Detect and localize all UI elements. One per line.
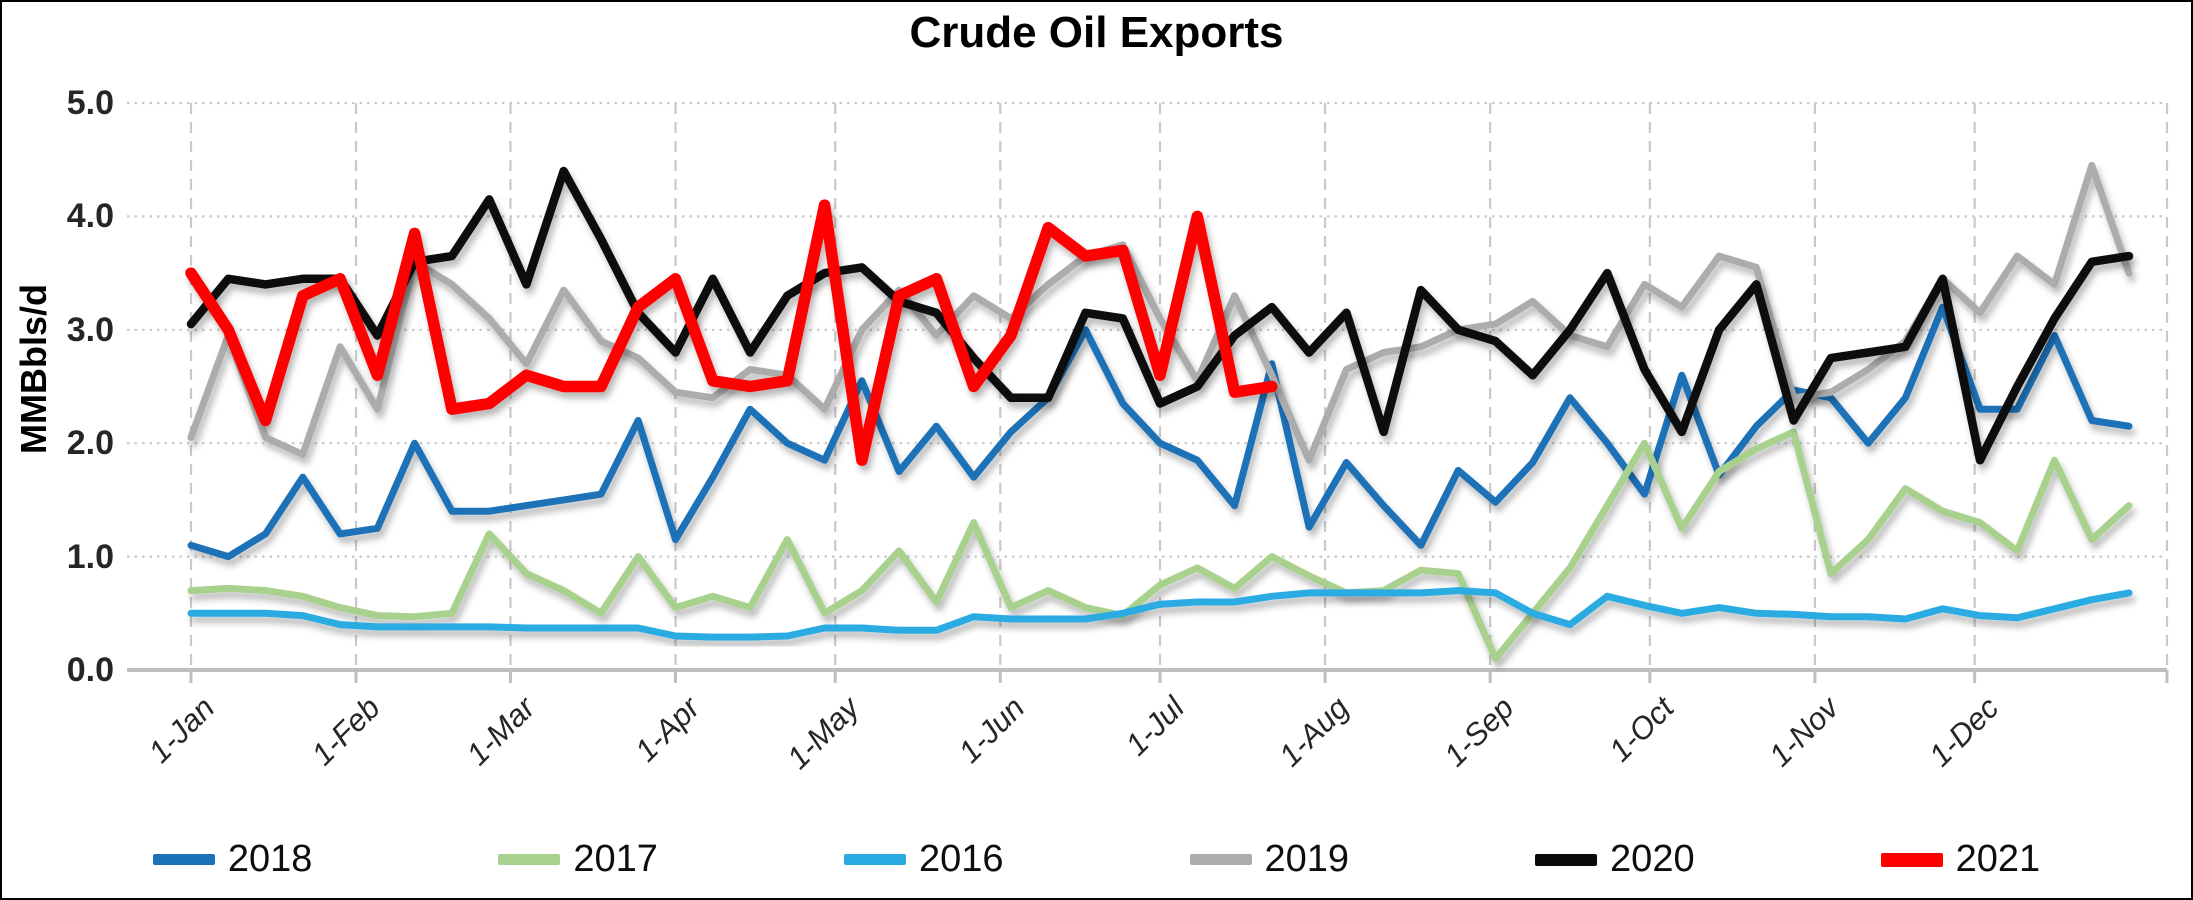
series-line-2016 <box>187 587 2133 641</box>
y-tick-label-2.0: 2.0 <box>66 424 114 463</box>
legend-label-2017: 2017 <box>573 838 658 880</box>
series-line-2017 <box>187 428 2133 663</box>
legend-item-2021: 2021 <box>1880 838 2041 881</box>
legend-label-2016: 2016 <box>918 838 1004 880</box>
y-tick-label-3.0: 3.0 <box>66 310 114 349</box>
legend-label-2020: 2020 <box>1610 838 1695 880</box>
x-axis-line <box>127 668 2169 683</box>
legend-label-2021: 2021 <box>1955 838 2041 880</box>
y-tick-label-0.0: 0.0 <box>66 651 114 689</box>
legend-item-2020: 2020 <box>1535 838 1695 881</box>
legend-item-2019: 2019 <box>1189 838 1350 881</box>
legend-swatch-2018 <box>152 854 215 865</box>
legend-item-2018: 2018 <box>152 838 313 881</box>
gridlines <box>127 101 2169 670</box>
legend-swatch-2021 <box>1880 852 1943 867</box>
legend-swatch-2020 <box>1535 853 1598 866</box>
y-tick-label-4.0: 4.0 <box>66 197 114 236</box>
legend-item-2017: 2017 <box>498 838 658 881</box>
y-tick-label-1.0: 1.0 <box>66 537 114 576</box>
series-line-2021 <box>185 199 1278 466</box>
chart-legend: 2018 2017 2016 2019 2020 2021 <box>2 838 2191 881</box>
legend-label-2019: 2019 <box>1264 838 1350 880</box>
series-line-2020 <box>186 166 2134 465</box>
legend-swatch-2019 <box>1189 854 1252 865</box>
legend-swatch-2016 <box>843 854 906 865</box>
legend-label-2018: 2018 <box>227 838 313 880</box>
y-tick-label-5.0: 5.0 <box>66 84 114 122</box>
chart-title: Crude Oil Exports <box>909 8 1284 57</box>
legend-item-2016: 2016 <box>843 838 1004 881</box>
legend-swatch-2017 <box>498 854 561 865</box>
data-series-lines <box>185 161 2134 663</box>
